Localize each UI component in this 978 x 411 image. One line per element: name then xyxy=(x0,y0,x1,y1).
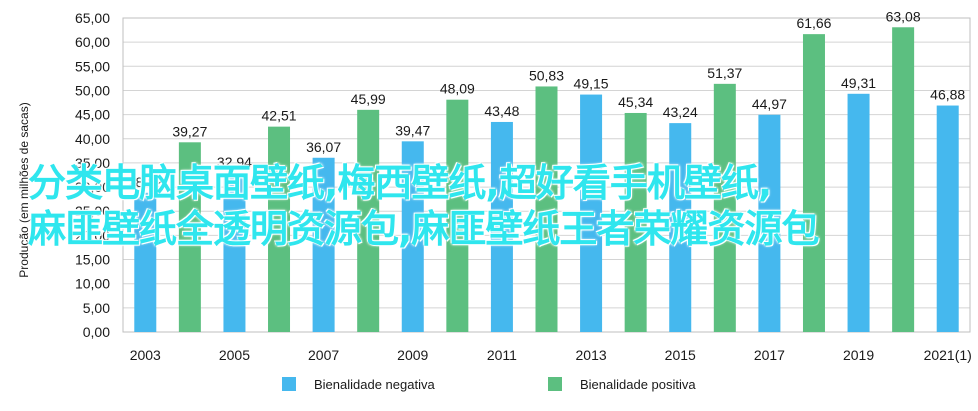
y-tick-label: 65,00 xyxy=(75,10,110,26)
y-tick-label: 40,00 xyxy=(75,131,110,147)
y-tick-label: 20,00 xyxy=(75,227,110,243)
y-tick-label: 55,00 xyxy=(75,58,110,74)
legend-swatch xyxy=(282,377,296,391)
legend-label: Bienalidade positiva xyxy=(580,377,696,392)
bar xyxy=(357,109,380,333)
bar xyxy=(223,172,246,332)
data-label: 49,31 xyxy=(841,75,876,91)
bar xyxy=(535,86,558,333)
bar xyxy=(847,93,870,332)
y-axis-ticks: 0,00 5,00 10,00 15,00 20,00 25,00 30,00 35,00 40… xyxy=(75,10,110,340)
y-tick-label: 30,00 xyxy=(75,179,110,195)
bar xyxy=(892,27,915,332)
data-label: 46,88 xyxy=(930,87,965,103)
data-label: 61,66 xyxy=(796,15,831,31)
x-tick-label: 2021(1) xyxy=(924,347,972,363)
x-tick-label: 2003 xyxy=(130,347,161,363)
bar xyxy=(134,192,157,332)
data-label: 45,99 xyxy=(351,91,386,107)
data-label: 28,82 xyxy=(128,174,163,190)
data-label: 43,24 xyxy=(663,104,698,120)
x-tick-label: 2019 xyxy=(843,347,874,363)
x-tick-label: 2009 xyxy=(397,347,428,363)
y-tick-label: 35,00 xyxy=(75,155,110,171)
data-label: 45,34 xyxy=(618,94,653,110)
bar xyxy=(669,123,692,332)
y-tick-label: 5,00 xyxy=(83,300,110,316)
bar xyxy=(758,114,781,332)
data-label: 44,97 xyxy=(752,96,787,112)
data-label: 49,15 xyxy=(574,76,609,92)
y-axis-title: Produção (em milhões de sacas) xyxy=(17,102,31,277)
y-tick-label: 60,00 xyxy=(75,34,110,50)
legend-swatch xyxy=(548,377,562,391)
x-tick-label: 2017 xyxy=(754,347,785,363)
y-tick-label: 25,00 xyxy=(75,203,110,219)
bar xyxy=(312,157,335,332)
bar xyxy=(446,99,469,332)
x-tick-label: 2005 xyxy=(219,347,250,363)
bar xyxy=(490,121,513,332)
data-label: 32,94 xyxy=(217,154,252,170)
bar xyxy=(624,112,647,332)
data-label: 39,27 xyxy=(172,123,207,139)
y-tick-label: 0,00 xyxy=(83,324,110,340)
data-label: 39,47 xyxy=(395,122,430,138)
bar xyxy=(401,141,424,332)
data-label: 36,07 xyxy=(306,139,341,155)
y-tick-label: 50,00 xyxy=(75,82,110,98)
y-tick-label: 15,00 xyxy=(75,252,110,268)
bar xyxy=(802,34,825,333)
y-tick-label: 10,00 xyxy=(75,276,110,292)
bar xyxy=(936,105,959,332)
bar xyxy=(178,142,201,332)
x-tick-label: 2013 xyxy=(576,347,607,363)
data-label: 43,48 xyxy=(484,103,519,119)
legend-label: Bienalidade negativa xyxy=(314,377,435,392)
data-label: 63,08 xyxy=(886,8,921,24)
data-label: 42,51 xyxy=(262,108,297,124)
data-label: 48,09 xyxy=(440,81,475,97)
x-axis-ticks: 2003 2005 2007 2009 2011 2013 2015 2017 2019 2021… xyxy=(130,347,972,363)
bar xyxy=(713,83,736,332)
bars xyxy=(134,27,959,333)
data-label: 51,37 xyxy=(707,65,742,81)
legend: Bienalidade negativa Bienalidade positiva xyxy=(282,377,696,392)
x-tick-label: 2011 xyxy=(487,347,517,363)
data-label: 50,83 xyxy=(529,67,564,83)
y-tick-label: 45,00 xyxy=(75,107,110,123)
bar xyxy=(268,126,291,332)
bar xyxy=(580,94,603,333)
x-tick-label: 2007 xyxy=(308,347,339,363)
data-labels: 28,82 32,94 36,07 39,47 43,48 49,15 43,24 44,97… xyxy=(128,8,966,190)
x-tick-label: 2015 xyxy=(665,347,696,363)
